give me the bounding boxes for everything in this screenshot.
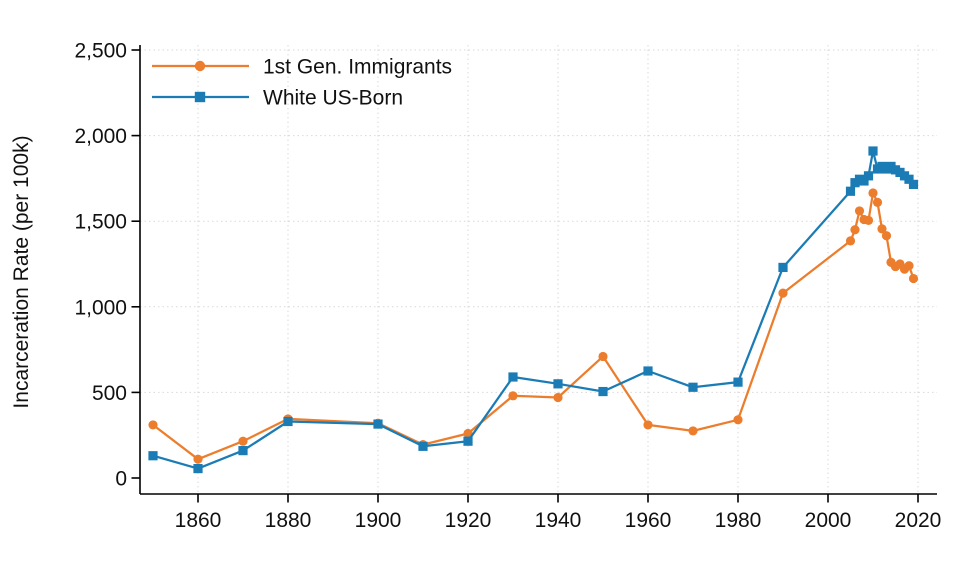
data-point-white-us-born: [908, 179, 919, 189]
data-point-1st-gen-immigrants: [508, 391, 518, 401]
data-point-white-us-born: [463, 436, 473, 446]
data-point-white-us-born: [373, 419, 383, 429]
data-point-1st-gen-immigrants: [881, 231, 892, 241]
series-line-white-us-born: [151, 149, 915, 470]
data-point-white-us-born: [193, 463, 203, 474]
data-point-1st-gen-immigrants: [850, 225, 860, 235]
data-point-1st-gen-immigrants: [463, 428, 473, 439]
data-point-1st-gen-immigrants: [778, 288, 788, 298]
y-tick-label: 1,000: [74, 296, 127, 319]
data-point-white-us-born: [598, 386, 608, 397]
data-point-1st-gen-immigrants: [863, 215, 874, 225]
legend-label: 1st Gen. Immigrants: [263, 56, 452, 79]
data-point-white-us-born: [845, 186, 856, 196]
chart-layer: 1860 1880 1900 1920 1940 1960 1980 2000 2020 0 500…: [74, 40, 941, 533]
x-tick-label: 1960: [625, 509, 672, 532]
data-point-white-us-born: [238, 446, 248, 456]
x-tick-label: 1860: [175, 509, 222, 532]
legend-item-1st-gen-immigrants: 1st Gen. Immigrants: [152, 56, 452, 79]
y-tick-label: 500: [92, 382, 127, 405]
x-tick-label: 2020: [895, 509, 942, 532]
data-point-white-us-born: [688, 382, 698, 392]
y-tick-label: 1,500: [74, 211, 127, 234]
x-tick-label: 1900: [355, 509, 402, 532]
y-tick-label: 2,000: [74, 125, 127, 148]
data-point-white-us-born: [148, 451, 158, 461]
data-point-1st-gen-immigrants: [904, 261, 914, 271]
data-point-1st-gen-immigrants: [238, 436, 248, 446]
data-point-1st-gen-immigrants: [688, 426, 698, 436]
legend-label: White US-Born: [263, 87, 403, 110]
data-point-1st-gen-immigrants: [908, 273, 919, 284]
data-point-1st-gen-immigrants: [854, 206, 865, 216]
data-point-white-us-born: [904, 174, 914, 184]
x-tick-label: 2000: [805, 509, 852, 532]
data-point-1st-gen-immigrants: [193, 454, 203, 464]
series-line-1st-gen-immigrants: [151, 191, 915, 461]
data-point-1st-gen-immigrants: [148, 420, 158, 430]
data-point-white-us-born: [863, 171, 874, 181]
x-tick-label: 1940: [535, 509, 582, 532]
data-point-white-us-born: [868, 146, 878, 156]
y-axis-title: Incarceration Rate (per 100k): [10, 135, 33, 408]
data-point-white-us-born: [553, 379, 563, 389]
data-point-1st-gen-immigrants: [845, 236, 856, 246]
data-point-white-us-born: [283, 416, 293, 427]
data-point-1st-gen-immigrants: [553, 392, 563, 403]
legend-marker-square: [194, 91, 206, 103]
y-tick-label: 2,500: [74, 40, 127, 63]
data-point-white-us-born: [508, 372, 518, 382]
data-point-white-us-born: [859, 176, 869, 186]
data-point-1st-gen-immigrants: [872, 197, 883, 207]
x-tick-label: 1920: [445, 509, 492, 532]
data-point-1st-gen-immigrants: [868, 188, 878, 198]
legend-item-white-us-born: White US-Born: [152, 87, 403, 110]
data-point-1st-gen-immigrants: [598, 351, 608, 362]
legend-marker-circle: [194, 60, 206, 72]
x-tick-label: 1880: [265, 509, 312, 532]
data-point-white-us-born: [418, 441, 428, 451]
data-point-white-us-born: [778, 262, 788, 273]
data-point-1st-gen-immigrants: [877, 224, 887, 234]
data-point-white-us-born: [643, 366, 653, 376]
x-tick-label: 1980: [715, 509, 762, 532]
data-point-1st-gen-immigrants: [733, 415, 743, 425]
data-point-1st-gen-immigrants: [643, 420, 653, 430]
y-tick-label: 0: [115, 468, 127, 491]
data-point-white-us-born: [733, 377, 743, 387]
